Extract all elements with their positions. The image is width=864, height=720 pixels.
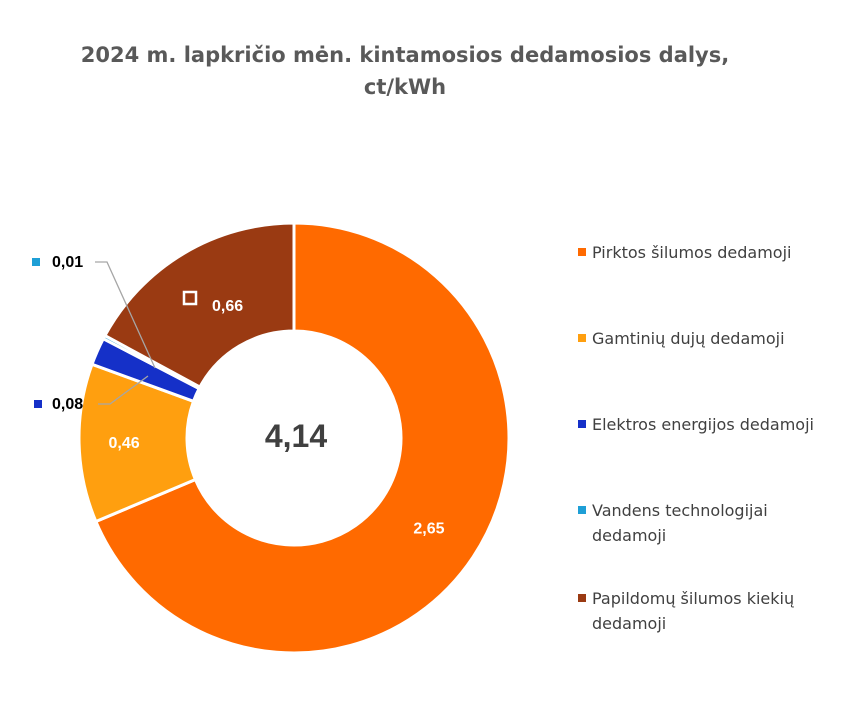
slice-marker-papildomu-silumos-kiekiu-dedamoji <box>182 290 198 306</box>
legend-swatch <box>578 506 586 514</box>
legend-label: Papildomų šilumos kiekių dedamoji <box>592 589 794 633</box>
leader-line-vandens-technologijai-dedamoji <box>95 261 156 369</box>
chart-title-line-1: 2024 m. lapkričio mėn. kintamosios dedam… <box>81 43 729 67</box>
slice-labels: 2,65 0,46 0,08 0,01 0,66 <box>32 254 445 538</box>
data-label-pirktos-silumos-dedamoji: 2,65 <box>413 521 444 538</box>
legend-item-pirktos-silumos-dedamoji: Pirktos šilumos dedamoji <box>578 243 791 262</box>
legend-swatch <box>578 248 586 256</box>
legend-label: Elektros energijos dedamoji <box>592 415 814 434</box>
legend-swatch <box>578 420 586 428</box>
callout-marker-vandens-technologijai-dedamoji <box>32 258 40 266</box>
legend-item-vandens-technologijai-dedamoji: Vandens technologijai dedamoji <box>578 501 768 545</box>
data-label-elektros-energijos-dedamoji: 0,08 <box>52 396 83 413</box>
slice-papildomu-silumos-kiekiu-dedamoji <box>102 221 296 390</box>
legend-swatch <box>578 334 586 342</box>
data-label-papildomu-silumos-kiekiu-dedamoji: 0,66 <box>212 298 243 315</box>
legend-item-papildomu-silumos-kiekiu-dedamoji: Papildomų šilumos kiekių dedamoji <box>578 589 794 633</box>
legend-label: Vandens technologijai dedamoji <box>592 501 768 545</box>
slice-pirktos-silumos-dedamoji <box>93 221 511 655</box>
legend-swatch <box>578 594 586 602</box>
legend-label: Pirktos šilumos dedamoji <box>592 243 791 262</box>
legend-label: Gamtinių dujų dedamoji <box>592 329 785 348</box>
chart-title-line-2: ct/kWh <box>364 75 446 99</box>
center-total-label: 4,14 <box>265 418 327 454</box>
callout-lines <box>95 261 156 405</box>
legend-item-elektros-energijos-dedamoji: Elektros energijos dedamoji <box>578 415 814 434</box>
data-label-gamtiniu-duju-dedamoji: 0,46 <box>108 435 139 452</box>
callout-marker-elektros-energijos-dedamoji <box>34 400 42 408</box>
chart-legend: Pirktos šilumos dedamoji Gamtinių dujų de… <box>578 243 814 633</box>
data-label-vandens-technologijai-dedamoji: 0,01 <box>52 254 83 271</box>
leader-line-elektros-energijos-dedamoji <box>98 375 149 405</box>
chart-title: 2024 m. lapkričio mėn. kintamosios dedam… <box>81 43 729 99</box>
doughnut-slices <box>77 221 511 655</box>
legend-item-gamtiniu-duju-dedamoji: Gamtinių dujų dedamoji <box>578 329 785 348</box>
